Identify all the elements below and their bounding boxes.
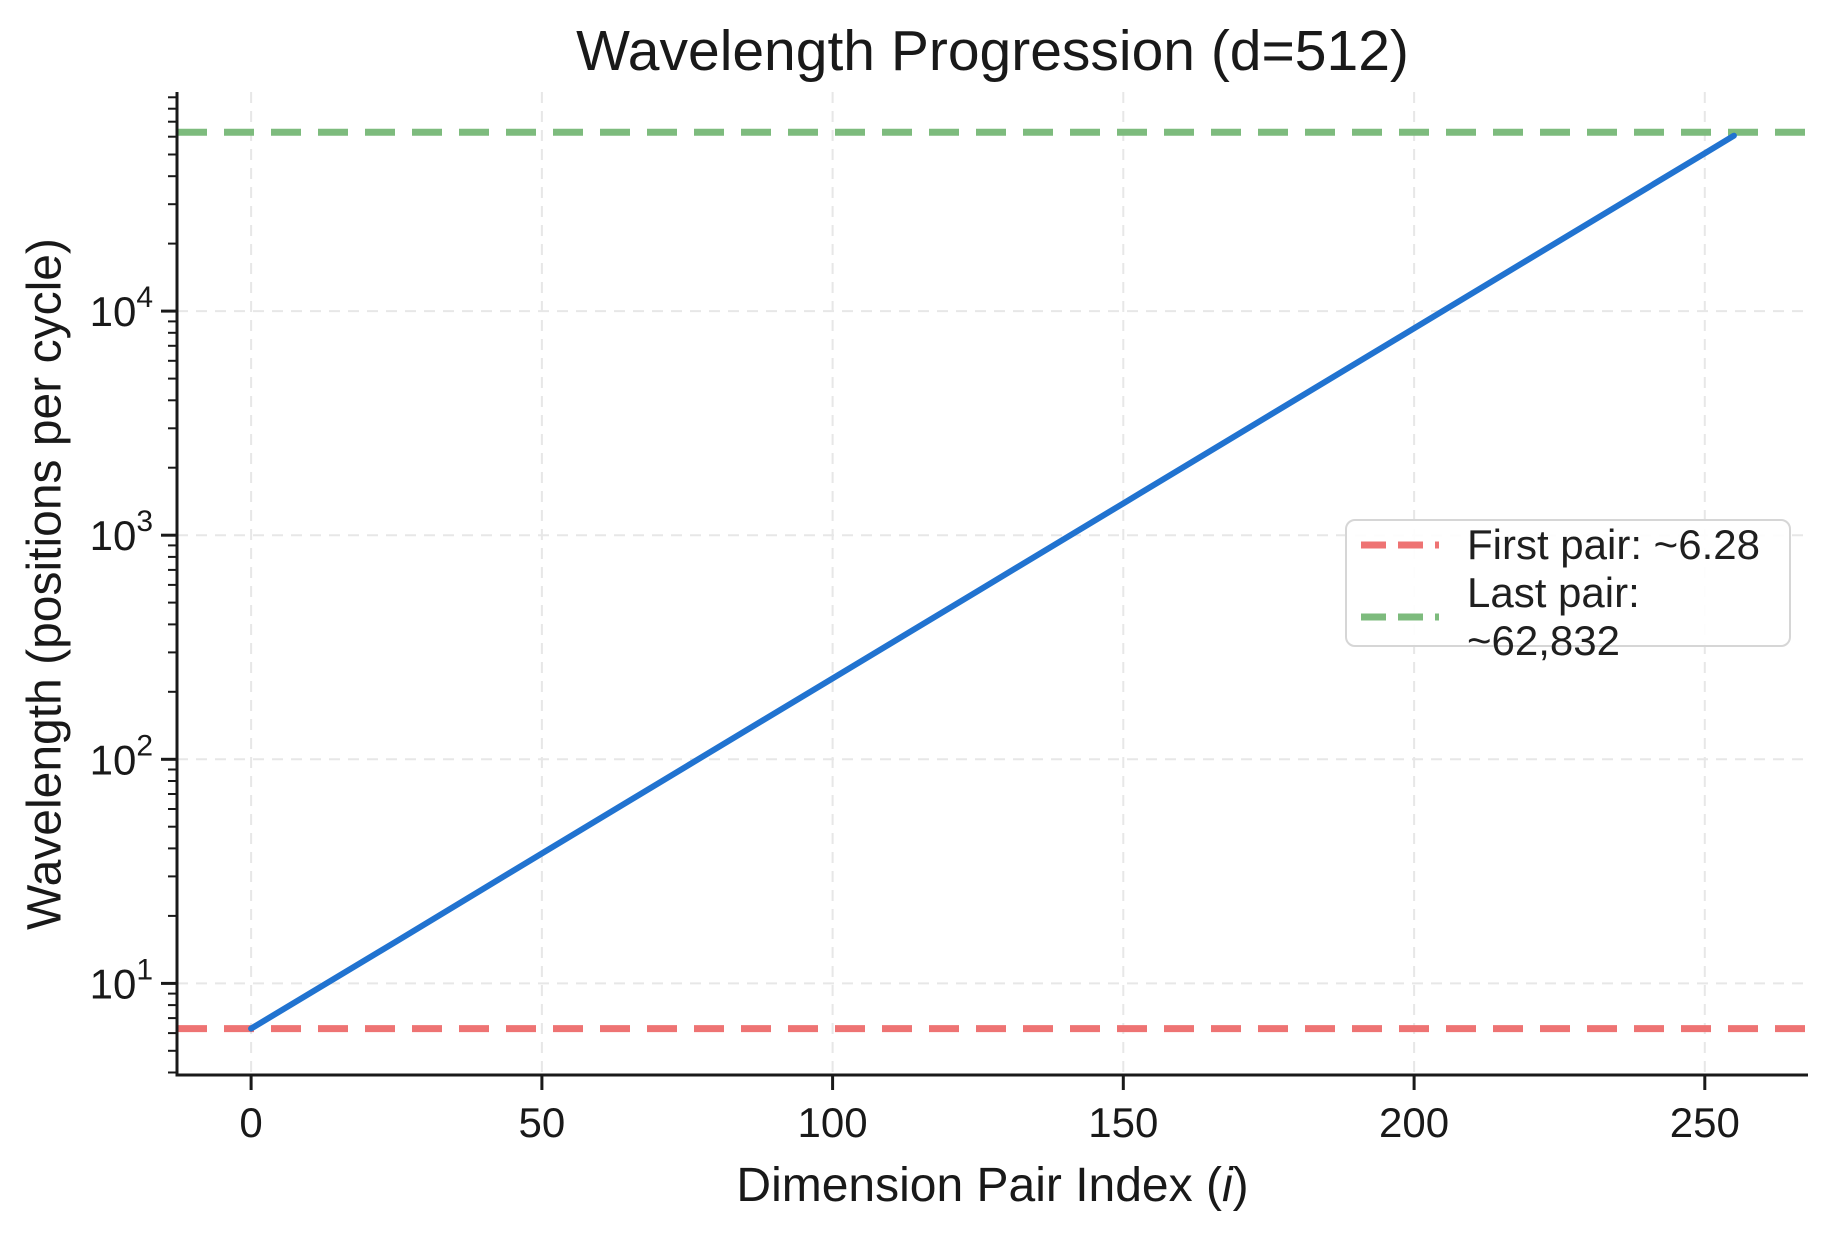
legend-item-last-pair: Last pair: ~62,832 (1361, 569, 1789, 665)
x-axis-label-variable: i (1221, 1159, 1233, 1212)
legend-label-first-pair: First pair: ~6.28 (1467, 521, 1760, 568)
series-wavelength (248, 132, 1737, 1032)
y-tick-label-1e2: 102 (90, 729, 153, 783)
x-tick-label-150: 150 (1088, 1099, 1158, 1146)
y-axis-label: Wavelength (positions per cycle) (18, 238, 72, 930)
x-tick-label-0: 0 (239, 1099, 262, 1146)
legend-swatch-first-pair (1361, 541, 1439, 549)
legend: First pair: ~6.28 Last pair: ~62,832 (1345, 519, 1791, 664)
y-tick-label-1e4: 104 (90, 281, 153, 335)
x-axis-label-prefix: Dimension Pair Index ( (736, 1159, 1222, 1212)
x-axis-label: Dimension Pair Index (i) (177, 1158, 1808, 1213)
grid-layer (177, 92, 1808, 1075)
legend-item-first-pair: First pair: ~6.28 (1361, 521, 1789, 569)
chart-title: Wavelength Progression (d=512) (576, 19, 1409, 83)
legend-swatch-last-pair (1361, 613, 1439, 621)
y-tick-label-1e1: 101 (90, 953, 153, 1007)
x-tick-label-100: 100 (798, 1099, 868, 1146)
x-tick-label-50: 50 (519, 1099, 566, 1146)
y-tick-label-1e3: 103 (90, 505, 153, 559)
x-axis-label-suffix: ) (1232, 1159, 1249, 1212)
x-tick-label-200: 200 (1379, 1099, 1449, 1146)
x-tick-label-250: 250 (1670, 1099, 1740, 1146)
legend-label-last-pair: Last pair: ~62,832 (1467, 569, 1640, 664)
